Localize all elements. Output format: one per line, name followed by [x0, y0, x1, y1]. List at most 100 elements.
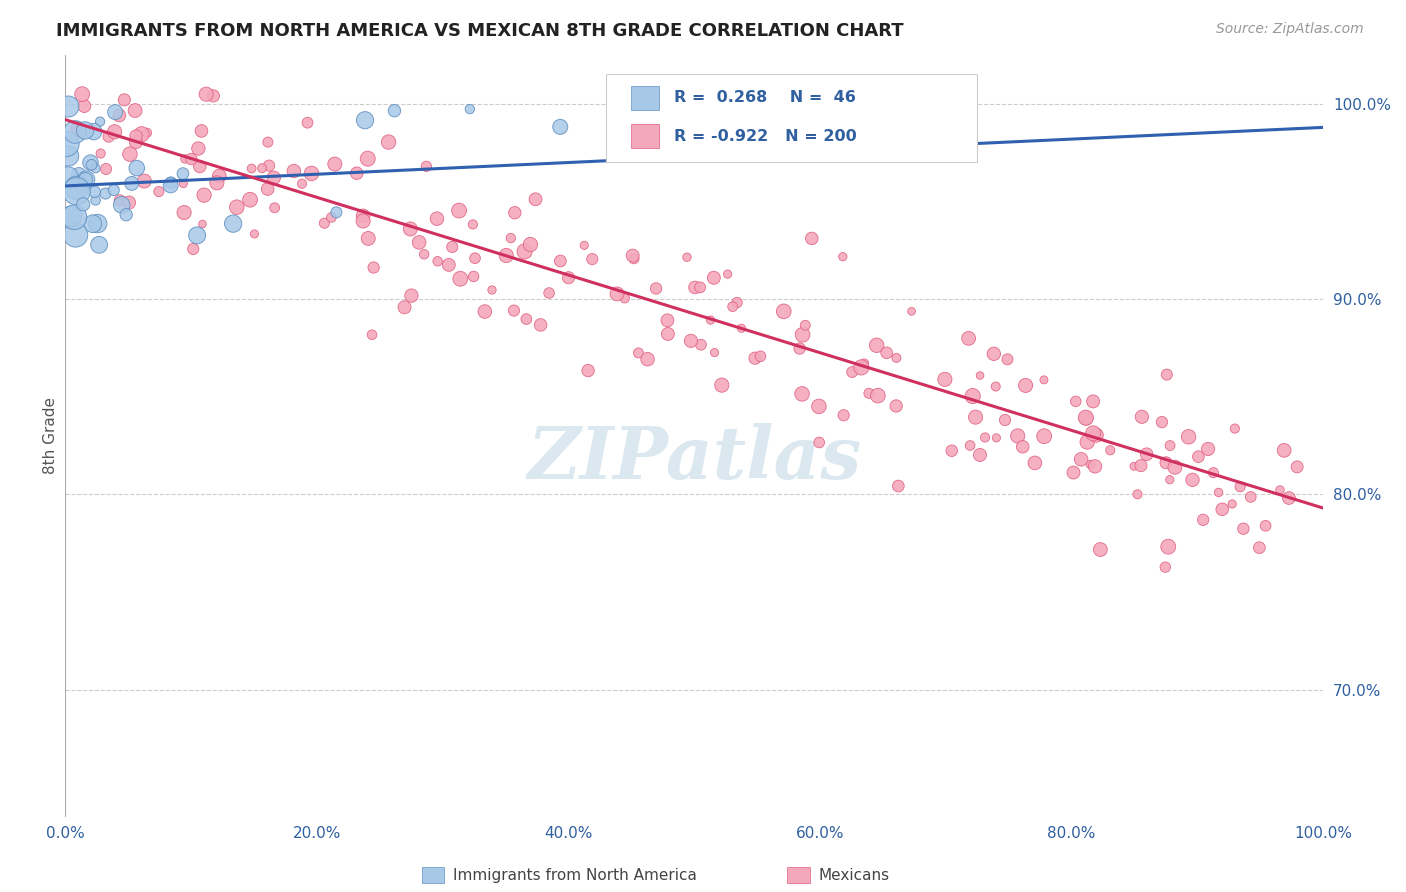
- Point: [104, 105, 127, 120]
- Point: [606, 286, 628, 301]
- Point: [1033, 429, 1056, 443]
- Point: [60, 210, 83, 224]
- Text: ZIPatlas: ZIPatlas: [527, 423, 862, 494]
- Point: [1007, 429, 1029, 443]
- Point: [983, 347, 1005, 361]
- Text: Immigrants from North America: Immigrants from North America: [453, 869, 696, 883]
- Point: [413, 247, 436, 261]
- Point: [191, 217, 214, 231]
- Point: [56, 169, 79, 184]
- Point: [172, 177, 194, 191]
- Point: [193, 188, 215, 202]
- Point: [1159, 473, 1181, 487]
- Point: [627, 346, 650, 360]
- Point: [437, 258, 460, 272]
- Point: [789, 342, 811, 356]
- Point: [58, 149, 80, 163]
- Point: [934, 372, 956, 386]
- Point: [1081, 394, 1104, 409]
- Point: [346, 166, 368, 180]
- Point: [222, 217, 245, 231]
- Point: [1076, 435, 1098, 450]
- Point: [974, 430, 997, 444]
- Point: [645, 281, 668, 295]
- Point: [87, 237, 110, 252]
- Point: [499, 231, 522, 245]
- Point: [202, 88, 225, 103]
- Point: [188, 160, 211, 174]
- Point: [1157, 540, 1180, 554]
- Text: Source: ZipAtlas.com: Source: ZipAtlas.com: [1216, 22, 1364, 37]
- Point: [243, 227, 266, 241]
- Text: R = -0.922   N = 200: R = -0.922 N = 200: [673, 128, 856, 144]
- Point: [86, 217, 108, 231]
- Point: [866, 338, 889, 352]
- Point: [503, 303, 526, 318]
- Point: [384, 103, 406, 118]
- Point: [1202, 466, 1225, 480]
- Point: [1090, 542, 1112, 557]
- Point: [1063, 466, 1085, 480]
- Point: [174, 152, 197, 166]
- Point: [67, 121, 90, 136]
- Point: [876, 346, 898, 360]
- Point: [301, 166, 323, 180]
- Point: [481, 283, 503, 297]
- Point: [637, 352, 659, 367]
- Point: [1197, 442, 1219, 456]
- Point: [524, 192, 547, 206]
- Point: [794, 318, 817, 333]
- Point: [1064, 394, 1087, 409]
- Point: [1181, 473, 1204, 487]
- Point: [941, 443, 963, 458]
- Point: [962, 389, 984, 403]
- Point: [181, 242, 204, 256]
- Point: [574, 238, 596, 252]
- Point: [136, 126, 159, 140]
- Point: [710, 378, 733, 392]
- Point: [557, 270, 579, 285]
- Point: [83, 125, 105, 139]
- Point: [1254, 518, 1277, 533]
- Point: [125, 129, 148, 144]
- Point: [283, 164, 305, 178]
- Point: [205, 176, 228, 190]
- Point: [426, 211, 449, 226]
- Point: [263, 201, 285, 215]
- Point: [1192, 513, 1215, 527]
- Point: [72, 197, 94, 211]
- Point: [519, 237, 541, 252]
- Point: [994, 413, 1017, 427]
- Point: [352, 214, 374, 228]
- Point: [1156, 368, 1178, 382]
- Point: [1272, 443, 1295, 458]
- Point: [886, 351, 908, 365]
- Point: [401, 288, 423, 302]
- Point: [808, 435, 831, 450]
- Point: [1223, 421, 1246, 435]
- Point: [832, 409, 855, 423]
- Point: [1074, 410, 1097, 425]
- Point: [503, 205, 526, 219]
- Point: [58, 99, 80, 113]
- Point: [1154, 560, 1177, 574]
- Point: [94, 161, 117, 176]
- Point: [866, 388, 889, 402]
- Point: [118, 147, 141, 161]
- Point: [325, 205, 347, 219]
- Point: [965, 410, 987, 425]
- Point: [94, 186, 117, 201]
- Text: Mexicans: Mexicans: [818, 869, 890, 883]
- Point: [67, 168, 90, 182]
- FancyBboxPatch shape: [631, 124, 659, 148]
- Point: [1085, 428, 1108, 442]
- Point: [1154, 456, 1177, 470]
- Point: [208, 169, 231, 183]
- Point: [1240, 490, 1263, 504]
- Point: [851, 360, 873, 375]
- Point: [1014, 378, 1036, 392]
- Y-axis label: 8th Grade: 8th Grade: [44, 397, 58, 475]
- Point: [807, 400, 830, 414]
- Point: [841, 365, 863, 379]
- Point: [703, 270, 725, 285]
